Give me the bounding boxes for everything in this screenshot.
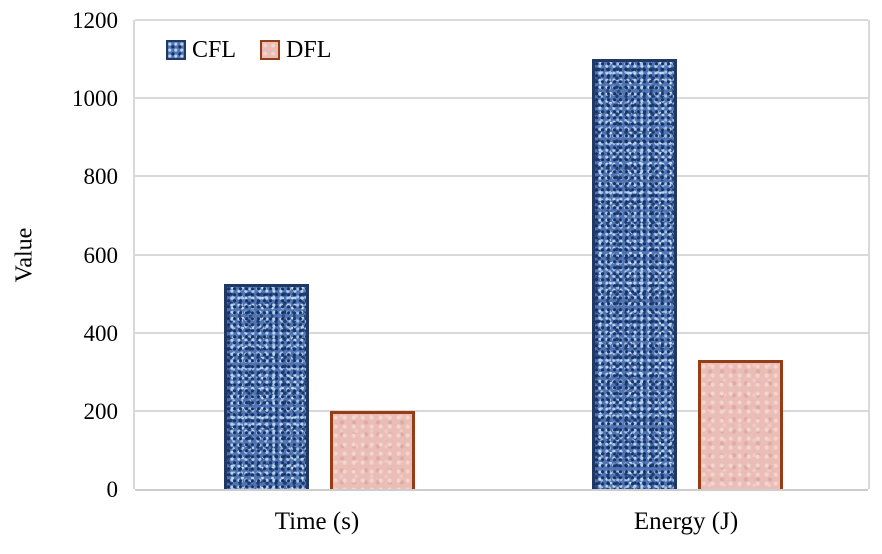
y-tick-label-800: 800 [83,164,119,190]
gridline-200 [135,409,868,412]
y-tick-label-1200: 1200 [72,8,118,33]
x-category-label-time: Time (s) [274,508,360,535]
bar-cfl-time [224,284,309,489]
y-tick-label-600: 600 [83,242,119,268]
gridline-1200 [135,19,868,21]
y-tick-label-0: 0 [106,477,119,502]
gridline-1000 [135,97,868,100]
plot-area [133,19,870,491]
bar-dfl-time [330,411,415,489]
bar-cfl-energy [592,59,677,489]
gridline-800 [135,175,868,178]
y-tick-label-200: 200 [83,398,119,424]
legend-swatch-icon [260,40,281,60]
gridline-600 [135,253,868,256]
x-category-label-energy: Energy (J) [633,508,739,535]
legend-item-dfl: DFL [260,38,331,62]
legend-item-cfl: CFL [166,38,236,62]
legend-label: CFL [192,37,237,63]
y-tick-label-1000: 1000 [72,86,118,112]
y-tick-label-400: 400 [83,320,119,346]
legend-label: DFL [286,37,332,63]
legend-swatch-icon [166,40,186,60]
x-axis-line [135,489,868,491]
gridline-400 [135,331,868,334]
legend: CFL DFL [166,38,331,62]
bar-dfl-energy [698,360,783,489]
